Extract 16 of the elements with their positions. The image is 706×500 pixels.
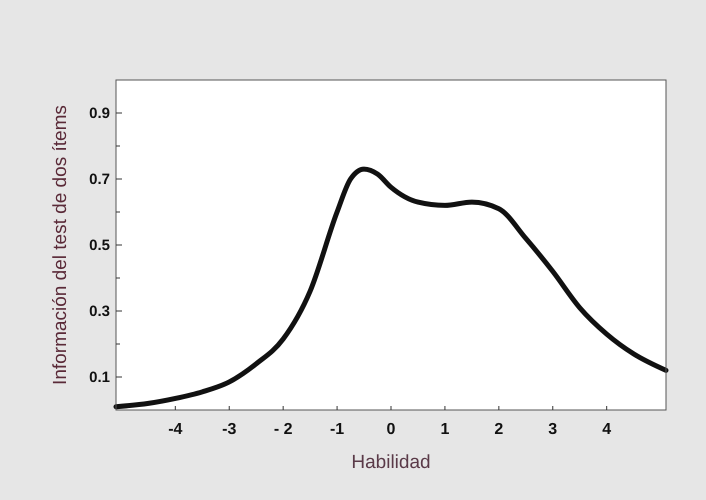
x-tick-label: 0 [386, 421, 396, 438]
x-tick-label: 1 [440, 421, 450, 438]
x-tick-label: -1 [330, 421, 344, 438]
y-tick-label: 0.7 [89, 171, 110, 188]
x-tick-label: - 2 [274, 421, 293, 438]
y-tick-label: 0.3 [89, 303, 110, 320]
y-axis-title: Información del test de dos ítems [50, 105, 71, 385]
x-tick-label: -3 [222, 421, 236, 438]
y-tick-label: 0.5 [89, 237, 110, 254]
x-tick-label: 2 [494, 421, 504, 438]
x-tick-label: 3 [548, 421, 558, 438]
y-tick-label: 0.9 [89, 105, 110, 122]
y-tick-label: 0.1 [89, 369, 110, 386]
x-tick-label: -4 [168, 421, 183, 438]
x-axis-title: Habilidad [351, 452, 431, 473]
x-tick-label: 4 [602, 421, 612, 438]
